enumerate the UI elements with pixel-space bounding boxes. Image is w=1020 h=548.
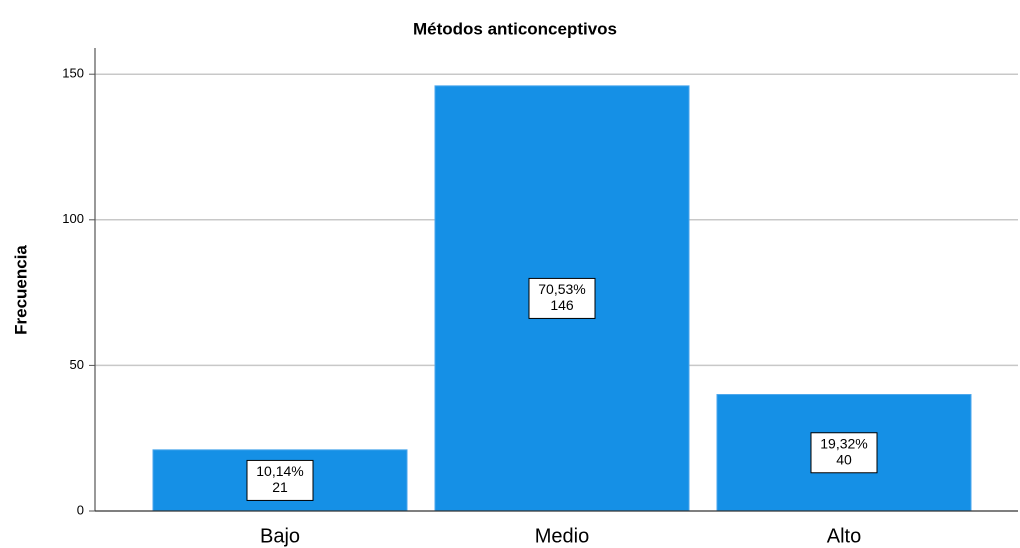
y-tick-label: 100 [62, 211, 84, 226]
x-tick-label: Alto [827, 525, 861, 547]
x-tick-label: Medio [535, 525, 589, 547]
y-tick-label: 150 [62, 66, 84, 81]
data-label: 146 [550, 297, 574, 313]
chart-title: Métodos anticonceptivos [413, 19, 617, 38]
percent-label: 10,14% [256, 463, 303, 479]
y-tick-label: 50 [70, 357, 84, 372]
percent-label: 70,53% [538, 281, 585, 297]
data-label-box [246, 459, 314, 501]
percent-label: 19,32% [820, 435, 867, 451]
data-label-box [810, 432, 878, 474]
y-tick-label: 0 [77, 502, 84, 517]
data-label-box [528, 277, 596, 319]
data-label: 21 [272, 479, 288, 495]
y-axis-label: Frecuencia [11, 245, 30, 335]
data-label: 40 [836, 451, 852, 467]
x-tick-label: Bajo [260, 525, 300, 547]
